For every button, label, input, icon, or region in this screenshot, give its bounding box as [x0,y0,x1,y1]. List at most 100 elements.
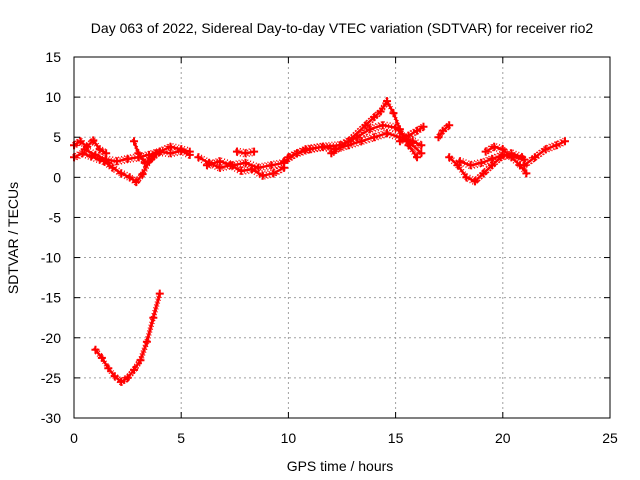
data-point-marker [284,153,293,162]
series-marker-band [283,128,422,159]
data-point-marker [479,169,488,178]
data-point-marker [76,137,85,146]
series-track-4 [100,149,160,187]
y-tick-label: -25 [41,370,61,386]
data-point-marker [89,136,98,145]
series-line [398,125,425,143]
data-point-marker [254,163,263,172]
series-marker-band [399,129,424,146]
y-tick-label: 15 [45,49,61,65]
series-marker-band [72,137,106,152]
data-point-marker [370,113,379,122]
data-point-marker [194,153,203,162]
data-point-marker [552,141,561,150]
data-point-marker [166,142,175,151]
series-track-9 [232,147,259,158]
data-point-marker [280,157,289,166]
data-point-marker [417,149,426,158]
data-point-marker [123,373,132,382]
plot-frame [73,56,611,419]
series-track-14 [434,121,454,142]
series-track-8 [202,157,289,172]
data-point-marker [466,161,475,170]
series-marker-band [73,136,107,151]
data-point-marker [269,169,278,178]
chart-title: Day 063 of 2022, Sidereal Day-to-day VTE… [91,20,594,36]
y-tick-labels: -30 -25 -20 -15 -10 -5 0 5 10 15 [41,49,61,426]
data-point-marker [520,161,529,170]
data-point-marker [250,147,259,156]
data-point-marker [413,153,422,162]
series-marker-band [400,128,426,144]
data-point-marker [241,158,250,167]
x-tick-label: 25 [602,430,618,446]
data-point-marker [100,157,109,166]
data-point-marker [95,145,104,154]
data-point-marker [445,121,454,130]
series-marker-band [208,162,286,171]
series-marker-band [486,148,529,176]
data-point-marker [395,137,404,146]
data-point-marker [138,170,147,179]
series-marker-band [205,158,283,167]
data-point-marker [130,137,139,146]
series-marker-band [283,135,422,166]
series-marker-band [448,149,523,179]
data-point-marker [376,107,385,116]
data-point-marker [149,313,158,322]
data-point-marker [91,345,100,354]
series-marker-band [93,291,160,381]
data-point-marker [185,147,194,156]
data-point-marker [383,129,392,138]
data-point-marker [404,141,413,150]
data-point-marker [455,157,464,166]
series-marker-band [397,124,423,140]
series-marker-band [458,152,523,165]
y-tick-label: 10 [45,89,61,105]
data-point-marker [530,153,539,162]
series-marker-band [105,154,158,185]
data-point-marker [383,97,392,106]
y-tick-label: -5 [49,209,62,225]
series-marker-band [285,134,424,164]
y-tick-label: -30 [41,410,61,426]
series-marker-band [485,142,528,171]
series-track-17 [481,142,531,178]
data-point-marker [404,131,413,140]
data-point-marker [80,145,89,154]
series-marker-band [198,160,285,180]
grid [74,57,610,418]
ticks [73,56,611,419]
data-point-marker [488,154,497,163]
data-point-marker [132,178,141,187]
series-marker-band [84,152,191,166]
data-point-marker [417,141,426,150]
series-marker-band [399,122,424,139]
data-point-marker [434,133,443,142]
data-point-marker [560,137,569,146]
data-point-marker [134,149,143,158]
data-point-marker [470,177,479,186]
series-track-5 [130,137,194,168]
data-point-marker [237,166,246,175]
y-tick-label: 0 [53,169,61,185]
data-point-marker [155,147,164,156]
data-point-marker [147,154,156,163]
data-point-marker [419,122,428,131]
series-marker-band [483,144,526,172]
series-marker-band [332,102,420,160]
series-layer [70,96,569,387]
data-point-marker [108,163,117,172]
x-tick-label: 5 [177,430,185,446]
data-point-marker [318,142,327,151]
series-track-18 [520,136,569,170]
data-point-marker [202,161,211,170]
data-point-marker [125,173,134,182]
data-point-marker [370,133,379,142]
data-point-marker [258,171,267,180]
data-point-marker [361,121,370,130]
data-point-marker [507,153,516,162]
series-marker-band [96,295,163,385]
x-tick-label: 10 [281,430,297,446]
